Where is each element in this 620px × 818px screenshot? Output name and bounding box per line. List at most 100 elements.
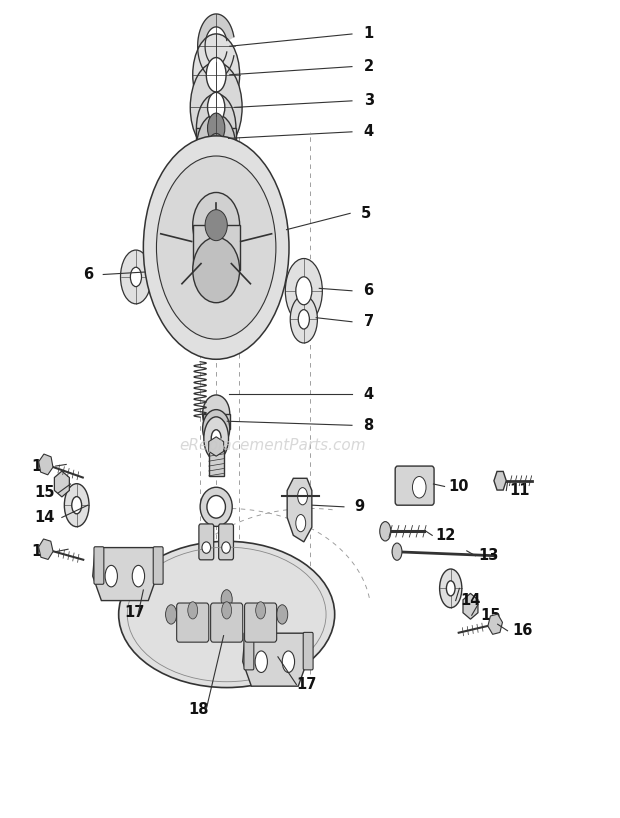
FancyBboxPatch shape bbox=[94, 546, 104, 584]
Ellipse shape bbox=[64, 483, 89, 527]
FancyBboxPatch shape bbox=[244, 603, 277, 642]
Text: 5: 5 bbox=[360, 206, 371, 221]
Bar bbox=[243, 272, 252, 280]
Text: 13: 13 bbox=[479, 548, 499, 564]
Ellipse shape bbox=[203, 395, 230, 433]
Bar bbox=[243, 291, 252, 299]
Polygon shape bbox=[463, 593, 478, 619]
Ellipse shape bbox=[118, 542, 335, 688]
Text: 9: 9 bbox=[354, 499, 365, 515]
Polygon shape bbox=[38, 539, 53, 560]
Ellipse shape bbox=[221, 590, 232, 609]
Ellipse shape bbox=[221, 620, 232, 639]
Ellipse shape bbox=[203, 410, 230, 447]
Ellipse shape bbox=[282, 651, 294, 672]
FancyBboxPatch shape bbox=[177, 603, 209, 642]
Ellipse shape bbox=[207, 496, 226, 518]
Text: 4: 4 bbox=[363, 124, 374, 139]
Ellipse shape bbox=[200, 488, 232, 527]
Polygon shape bbox=[494, 471, 507, 490]
Ellipse shape bbox=[298, 310, 309, 329]
Ellipse shape bbox=[222, 602, 232, 619]
Bar bbox=[243, 282, 252, 289]
Polygon shape bbox=[488, 614, 502, 634]
Ellipse shape bbox=[204, 417, 229, 460]
Text: 8: 8 bbox=[363, 418, 374, 433]
Polygon shape bbox=[38, 454, 53, 474]
FancyBboxPatch shape bbox=[153, 546, 163, 584]
Ellipse shape bbox=[132, 565, 144, 587]
Ellipse shape bbox=[290, 295, 317, 343]
Polygon shape bbox=[209, 437, 224, 456]
Ellipse shape bbox=[143, 136, 289, 359]
Ellipse shape bbox=[193, 237, 240, 303]
Polygon shape bbox=[287, 479, 312, 542]
Ellipse shape bbox=[72, 497, 82, 514]
Ellipse shape bbox=[296, 515, 306, 532]
Ellipse shape bbox=[205, 209, 228, 240]
Polygon shape bbox=[93, 547, 157, 600]
Bar bbox=[197, 128, 236, 149]
Ellipse shape bbox=[255, 651, 267, 672]
Bar bbox=[243, 311, 252, 318]
FancyBboxPatch shape bbox=[395, 466, 434, 506]
Ellipse shape bbox=[193, 34, 240, 115]
Ellipse shape bbox=[285, 258, 322, 323]
FancyBboxPatch shape bbox=[244, 632, 254, 670]
Ellipse shape bbox=[190, 62, 242, 152]
Ellipse shape bbox=[188, 602, 198, 619]
Ellipse shape bbox=[208, 133, 225, 164]
FancyBboxPatch shape bbox=[303, 632, 313, 670]
Text: 6: 6 bbox=[363, 283, 374, 299]
Text: 15: 15 bbox=[480, 608, 501, 622]
Text: 14: 14 bbox=[460, 593, 481, 608]
Ellipse shape bbox=[130, 267, 141, 286]
Text: 18: 18 bbox=[188, 702, 209, 717]
Text: 14: 14 bbox=[34, 510, 55, 525]
Text: 15: 15 bbox=[34, 485, 55, 501]
Text: 11: 11 bbox=[510, 483, 530, 498]
FancyBboxPatch shape bbox=[199, 524, 214, 560]
Ellipse shape bbox=[197, 115, 236, 183]
Text: 6: 6 bbox=[82, 267, 93, 282]
Text: 1: 1 bbox=[363, 26, 374, 42]
FancyBboxPatch shape bbox=[211, 603, 242, 642]
Text: 2: 2 bbox=[363, 59, 374, 74]
Circle shape bbox=[222, 542, 231, 553]
Text: 3: 3 bbox=[363, 93, 374, 108]
Bar bbox=[209, 447, 224, 476]
Text: 12: 12 bbox=[436, 528, 456, 543]
Ellipse shape bbox=[255, 602, 265, 619]
Text: eReplacementParts.com: eReplacementParts.com bbox=[180, 438, 366, 453]
Ellipse shape bbox=[193, 192, 240, 258]
Ellipse shape bbox=[105, 565, 117, 587]
Bar bbox=[193, 225, 240, 270]
Ellipse shape bbox=[166, 605, 177, 624]
Ellipse shape bbox=[156, 156, 276, 339]
Text: 7: 7 bbox=[363, 314, 374, 330]
Text: 17: 17 bbox=[124, 605, 144, 620]
Ellipse shape bbox=[211, 429, 221, 447]
Bar bbox=[243, 301, 252, 308]
Ellipse shape bbox=[379, 522, 391, 541]
Text: 16: 16 bbox=[32, 544, 51, 560]
Ellipse shape bbox=[440, 569, 462, 608]
Ellipse shape bbox=[298, 488, 308, 505]
Ellipse shape bbox=[197, 94, 236, 163]
Text: 16: 16 bbox=[32, 459, 51, 474]
Ellipse shape bbox=[208, 113, 225, 143]
Ellipse shape bbox=[206, 57, 226, 92]
Polygon shape bbox=[198, 14, 234, 79]
Ellipse shape bbox=[296, 276, 312, 305]
Text: 17: 17 bbox=[297, 677, 317, 692]
Polygon shape bbox=[55, 471, 69, 497]
Circle shape bbox=[202, 542, 211, 553]
Text: 4: 4 bbox=[363, 387, 374, 402]
Ellipse shape bbox=[412, 477, 426, 498]
Ellipse shape bbox=[392, 543, 402, 560]
Polygon shape bbox=[242, 633, 307, 686]
Ellipse shape bbox=[208, 92, 225, 123]
Text: 16: 16 bbox=[513, 623, 533, 638]
Ellipse shape bbox=[120, 250, 151, 303]
FancyBboxPatch shape bbox=[219, 524, 234, 560]
